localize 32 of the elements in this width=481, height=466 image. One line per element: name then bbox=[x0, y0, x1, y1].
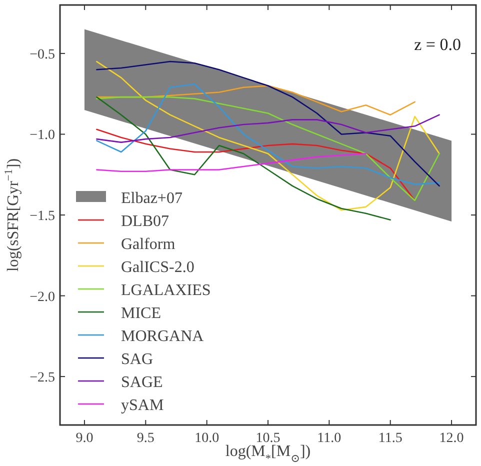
line-series bbox=[96, 128, 416, 202]
legend-label: SAGE bbox=[121, 374, 163, 391]
x-tick-label: 12.0 bbox=[439, 431, 464, 446]
line-series bbox=[96, 152, 367, 172]
y-tick-label: −1.5 bbox=[30, 209, 55, 224]
legend-label: GalICS-2.0 bbox=[121, 259, 194, 276]
legend-label: MORGANA bbox=[121, 328, 204, 345]
y-tick-label: −0.5 bbox=[30, 47, 55, 62]
line-series bbox=[96, 114, 440, 143]
legend-label: Galform bbox=[121, 236, 176, 253]
y-tick-label: −2.0 bbox=[30, 290, 55, 305]
legend-label: DLB07 bbox=[121, 213, 169, 230]
line-series bbox=[96, 84, 440, 185]
x-tick-label: 11.5 bbox=[378, 431, 402, 446]
legend-label: ySAM bbox=[121, 397, 164, 414]
line-series bbox=[96, 85, 416, 116]
x-tick-label: 10.5 bbox=[256, 431, 280, 446]
x-tick-label: 9.0 bbox=[76, 431, 94, 446]
y-tick-label: −1.0 bbox=[30, 128, 55, 144]
line-series bbox=[96, 96, 440, 202]
x-tick-label: 11.0 bbox=[317, 431, 342, 446]
legend-label: SAG bbox=[121, 351, 154, 368]
x-tick-label: 10.0 bbox=[194, 431, 220, 446]
y-tick-label: −2.5 bbox=[30, 370, 55, 386]
line-series bbox=[96, 60, 440, 187]
legend-label: Elbaz+07 bbox=[121, 190, 182, 207]
legend-label: LGALAXIES bbox=[121, 282, 211, 299]
legend-label: MICE bbox=[121, 305, 161, 322]
annotation: z = 0.0 bbox=[414, 35, 461, 54]
x-tick-label: 9.5 bbox=[136, 431, 154, 446]
line-series bbox=[96, 60, 440, 211]
x-axis-title: log(M$_{*}$[M$_{⊙}$]) bbox=[225, 443, 311, 465]
